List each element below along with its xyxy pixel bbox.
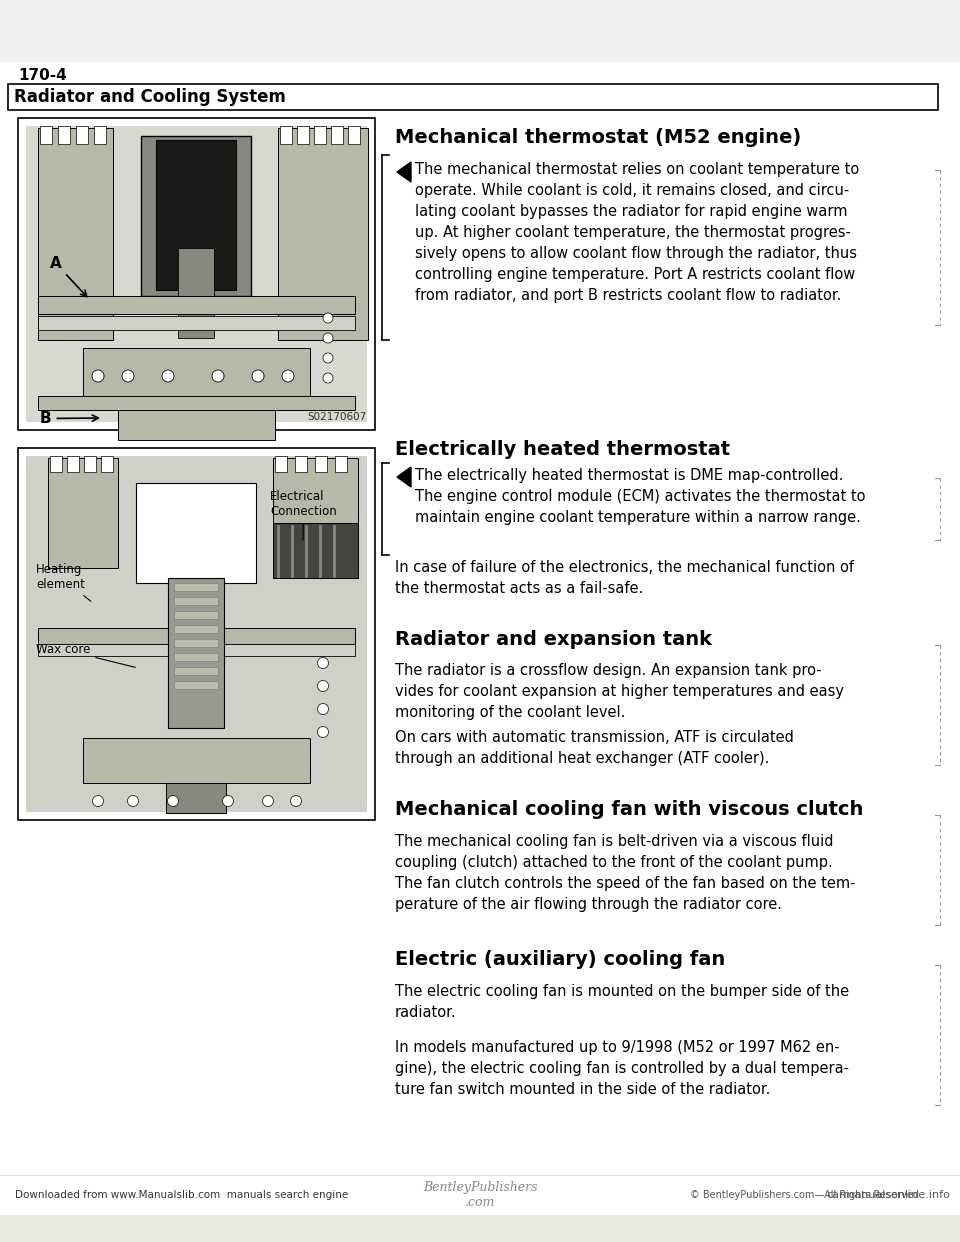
Bar — [174, 638, 218, 647]
Text: B: B — [40, 411, 98, 426]
Text: In models manufactured up to 9/1998 (M52 or 1997 M62 en-
gine), the electric coo: In models manufactured up to 9/1998 (M52… — [395, 1040, 849, 1097]
Bar — [0, 1215, 960, 1242]
Text: 170-4: 170-4 — [18, 68, 67, 83]
Bar — [26, 456, 367, 812]
Text: Wax core: Wax core — [36, 643, 135, 667]
Bar — [38, 315, 355, 330]
Text: Electrically heated thermostat: Electrically heated thermostat — [395, 440, 731, 460]
Bar — [295, 456, 307, 472]
Text: The electrically heated thermostat is DME map-controlled.
The engine control mod: The electrically heated thermostat is DM… — [415, 468, 866, 525]
Bar — [18, 448, 375, 820]
Text: The radiator is a crossflow design. An expansion tank pro-
vides for coolant exp: The radiator is a crossflow design. An e… — [395, 663, 844, 720]
Bar — [141, 137, 251, 296]
Bar — [101, 456, 113, 472]
Bar — [38, 296, 355, 314]
Bar — [83, 348, 310, 397]
Bar — [26, 125, 367, 422]
Bar — [174, 653, 218, 661]
Text: Mechanical cooling fan with viscous clutch: Mechanical cooling fan with viscous clut… — [395, 800, 863, 818]
Bar — [174, 597, 218, 605]
Bar — [18, 118, 375, 430]
Text: Mechanical thermostat (M52 engine): Mechanical thermostat (M52 engine) — [395, 128, 802, 147]
Bar — [40, 125, 52, 144]
Circle shape — [318, 657, 328, 668]
Circle shape — [128, 795, 138, 806]
Bar — [178, 248, 214, 338]
Bar — [84, 456, 96, 472]
Circle shape — [282, 370, 294, 383]
Bar — [168, 578, 224, 728]
Bar — [273, 458, 358, 568]
Circle shape — [323, 313, 333, 323]
Text: Downloaded from www.Manualslib.com  manuals search engine: Downloaded from www.Manualslib.com manua… — [15, 1190, 348, 1200]
Circle shape — [92, 370, 104, 383]
Bar — [38, 128, 113, 340]
Text: BentleyPublishers: BentleyPublishers — [422, 1180, 538, 1194]
Bar — [8, 84, 938, 111]
Circle shape — [291, 795, 301, 806]
Bar — [297, 125, 309, 144]
Text: Radiator and expansion tank: Radiator and expansion tank — [395, 630, 712, 650]
Circle shape — [122, 370, 134, 383]
Circle shape — [318, 681, 328, 692]
Bar — [335, 456, 347, 472]
Polygon shape — [397, 467, 411, 487]
Bar — [280, 125, 292, 144]
Bar — [0, 0, 960, 62]
Circle shape — [212, 370, 224, 383]
Text: In case of failure of the electronics, the mechanical function of
the thermostat: In case of failure of the electronics, t… — [395, 560, 854, 596]
Text: On cars with automatic transmission, ATF is circulated
through an additional hea: On cars with automatic transmission, ATF… — [395, 730, 794, 766]
Bar — [174, 611, 218, 619]
Text: Electric (auxiliary) cooling fan: Electric (auxiliary) cooling fan — [395, 950, 725, 969]
Bar — [118, 410, 275, 440]
Circle shape — [223, 795, 233, 806]
Bar — [275, 456, 287, 472]
Circle shape — [323, 353, 333, 363]
Bar — [166, 782, 226, 814]
Text: Heating
element: Heating element — [36, 563, 91, 601]
Bar — [83, 738, 310, 782]
Circle shape — [318, 727, 328, 738]
Text: Electrical
Connection: Electrical Connection — [270, 491, 337, 540]
Bar — [278, 128, 368, 340]
Bar — [348, 125, 360, 144]
Text: The mechanical cooling fan is belt-driven via a viscous fluid
coupling (clutch) : The mechanical cooling fan is belt-drive… — [395, 833, 855, 912]
Bar — [76, 125, 88, 144]
Circle shape — [92, 795, 104, 806]
Bar — [38, 645, 355, 656]
Bar — [67, 456, 79, 472]
Bar — [174, 582, 218, 591]
Circle shape — [252, 370, 264, 383]
Polygon shape — [397, 161, 411, 183]
Bar — [314, 125, 326, 144]
Text: .com: .com — [465, 1196, 495, 1210]
Bar — [50, 456, 62, 472]
Bar — [273, 523, 358, 578]
Bar — [174, 681, 218, 689]
Circle shape — [323, 373, 333, 383]
Circle shape — [318, 703, 328, 714]
Bar — [58, 125, 70, 144]
Text: Radiator and Cooling System: Radiator and Cooling System — [14, 88, 286, 106]
Bar — [38, 628, 355, 645]
Bar — [174, 625, 218, 633]
Text: S02170607: S02170607 — [308, 412, 367, 422]
Text: A: A — [50, 256, 86, 297]
Bar — [136, 483, 256, 582]
Bar — [315, 456, 327, 472]
Circle shape — [323, 333, 333, 343]
Text: carmanualsonline.info: carmanualsonline.info — [827, 1190, 950, 1200]
Circle shape — [167, 795, 179, 806]
Bar — [48, 458, 118, 568]
Bar — [156, 140, 236, 289]
Text: The mechanical thermostat relies on coolant temperature to
operate. While coolan: The mechanical thermostat relies on cool… — [415, 161, 859, 303]
Circle shape — [262, 795, 274, 806]
Bar — [38, 396, 355, 410]
Bar — [174, 667, 218, 674]
Bar — [94, 125, 106, 144]
Bar — [331, 125, 343, 144]
Circle shape — [162, 370, 174, 383]
Text: The electric cooling fan is mounted on the bumper side of the
radiator.: The electric cooling fan is mounted on t… — [395, 984, 850, 1020]
Text: © BentleyPublishers.com—All Rights Reserved: © BentleyPublishers.com—All Rights Reser… — [690, 1190, 919, 1200]
